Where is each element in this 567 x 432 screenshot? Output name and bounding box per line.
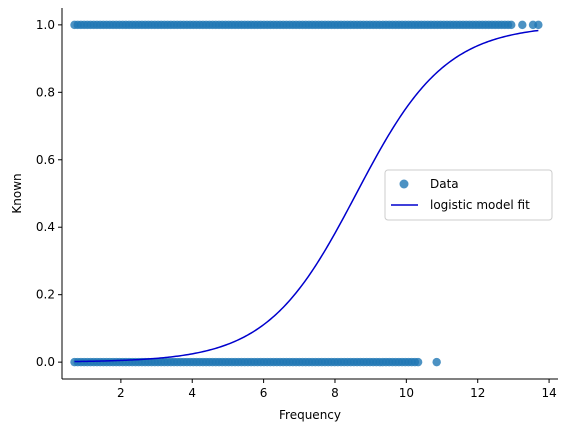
- y-ticks: 0.0 0.2 0.4 0.6 0.8 1.0: [36, 18, 62, 369]
- y-tick-label: 0.0: [36, 355, 55, 369]
- x-tick-label: 8: [331, 386, 339, 400]
- x-ticks: 2 4 6 8 10 12 14: [117, 379, 557, 400]
- legend-box: [384, 169, 553, 221]
- y-tick-label: 0.4: [36, 220, 55, 234]
- y-tick-label: 0.8: [36, 85, 55, 99]
- axes: [61, 8, 558, 380]
- y-tick-label: 1.0: [36, 18, 55, 32]
- scatter-layer: [70, 20, 543, 367]
- data-point: [518, 20, 527, 30]
- x-tick-label: 14: [541, 386, 556, 400]
- data-point: [534, 20, 543, 30]
- logistic-fit-line: [74, 29, 539, 363]
- y-tick-label: 0.6: [36, 153, 55, 167]
- x-tick-label: 4: [188, 386, 196, 400]
- y-tick-label: 0.2: [36, 288, 55, 302]
- legend-marker-data: [399, 179, 409, 189]
- data-point: [413, 357, 423, 367]
- data-point: [507, 20, 516, 30]
- legend-label-fit: logistic model fit: [430, 198, 530, 212]
- legend: Data logistic model fit: [384, 169, 553, 221]
- x-tick-label: 6: [260, 386, 268, 400]
- x-tick-label: 10: [399, 386, 414, 400]
- data-point: [432, 357, 441, 367]
- x-tick-label: 2: [117, 386, 125, 400]
- x-axis-title: Frequency: [279, 408, 341, 422]
- y-axis-title: Known: [10, 173, 24, 213]
- legend-label-data: Data: [430, 177, 459, 191]
- x-tick-label: 12: [470, 386, 485, 400]
